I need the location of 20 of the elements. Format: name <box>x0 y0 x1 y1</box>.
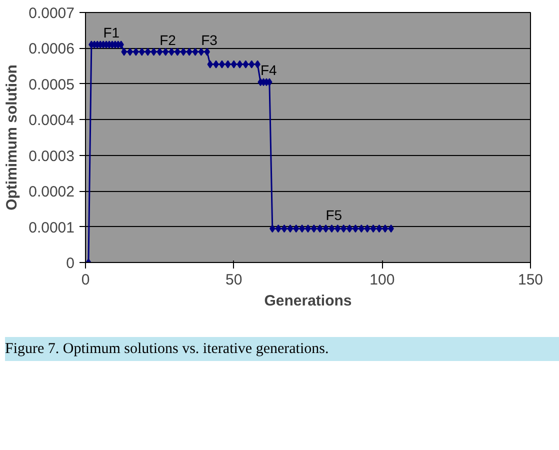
y-axis-title: Optimimum solution <box>4 64 21 210</box>
y-tick-label: 0.0006 <box>28 40 75 58</box>
x-tick-label: 100 <box>370 272 395 288</box>
x-axis-title: Generations <box>264 292 352 310</box>
caption: Figure 7. Optimum solutions vs. iterative generations. <box>5 340 329 359</box>
x-tick-label: 0 <box>81 272 90 288</box>
y-tick-label: 0.0004 <box>28 112 75 130</box>
annotation: F4 <box>260 62 278 78</box>
x-tick-label: 50 <box>225 272 242 288</box>
y-tick-label: 0.0002 <box>28 184 75 201</box>
annotation: F1 <box>103 24 120 41</box>
y-tick-label: 0.0001 <box>28 219 75 236</box>
x-tick-label: 150 <box>518 272 544 288</box>
y-tick-label: 0.0007 <box>28 5 75 22</box>
y-tick-label: 0.0003 <box>28 148 75 165</box>
annotation: F3 <box>201 32 218 48</box>
annotation: F5 <box>326 206 342 223</box>
annotation: F2 <box>160 32 176 48</box>
y-tick-label: 0.0005 <box>28 76 75 94</box>
y-tick-label: 0 <box>66 255 74 272</box>
